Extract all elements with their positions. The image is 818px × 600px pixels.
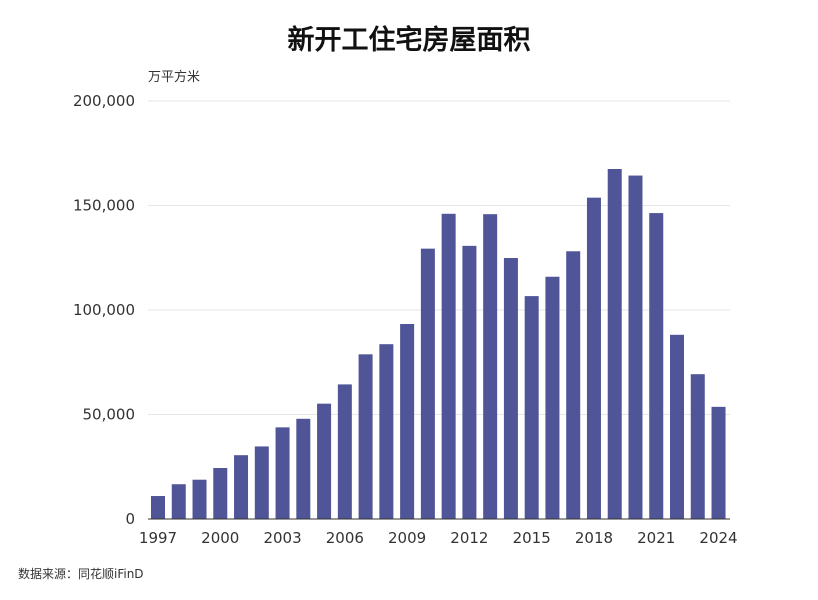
bar-2003 [275, 427, 290, 519]
y-axis-unit: 万平方米 [148, 70, 201, 85]
bar-2022 [670, 334, 684, 519]
x-tick-label: 2009 [388, 529, 426, 547]
bar-2002 [254, 446, 269, 519]
bar-2000 [213, 468, 228, 519]
y-tick-label: 0 [125, 510, 135, 528]
bar-2012 [462, 245, 477, 519]
bar-2004 [296, 418, 311, 519]
bar-1999 [192, 479, 207, 519]
y-tick-label: 200,000 [73, 92, 135, 110]
x-tick-label: 2015 [513, 529, 551, 547]
x-tick-label: 2000 [201, 529, 239, 547]
chart-title: 新开工住宅房屋面积 [287, 25, 531, 56]
bar-2001 [234, 455, 249, 519]
bar-2006 [337, 384, 352, 519]
source-note: 数据来源：同花顺iFinD [18, 567, 144, 581]
bar-2021 [649, 213, 664, 519]
x-tick-label: 2018 [575, 529, 613, 547]
x-tick-label: 2003 [263, 529, 301, 547]
y-tick-label: 150,000 [73, 197, 135, 215]
bar-2016 [545, 276, 560, 519]
x-tick-label: 2024 [699, 529, 737, 547]
gridlines [148, 100, 730, 415]
bar-2019 [607, 169, 622, 519]
bar-2010 [420, 248, 435, 519]
bar-2008 [379, 344, 394, 519]
bar-1997 [151, 496, 165, 519]
y-axis-ticks: 0 50,000 100,000 150,000 200,000 [73, 92, 135, 528]
x-tick-label: 2012 [450, 529, 488, 547]
bar-2023 [690, 374, 705, 519]
bar-2018 [586, 197, 601, 519]
bar-2013 [483, 214, 498, 519]
bar-2009 [400, 324, 415, 519]
x-tick-label: 2006 [326, 529, 364, 547]
bar-2005 [317, 403, 332, 519]
x-tick-label: 2021 [637, 529, 675, 547]
bars [151, 169, 726, 520]
bar-2014 [503, 258, 518, 519]
bar-2015 [524, 296, 539, 519]
x-tick-label: 1997 [139, 529, 177, 547]
bar-2017 [566, 251, 581, 519]
y-tick-label: 50,000 [83, 406, 136, 424]
bar-2011 [441, 213, 456, 520]
x-axis-ticks: 1997 2000 2003 2006 2009 2012 2015 2018 2021 2024 [139, 529, 738, 547]
bar-2007 [358, 354, 373, 519]
bar-1998 [171, 484, 186, 519]
bar-2024 [711, 406, 726, 519]
y-tick-label: 100,000 [73, 301, 135, 319]
bar-2020 [628, 175, 643, 520]
